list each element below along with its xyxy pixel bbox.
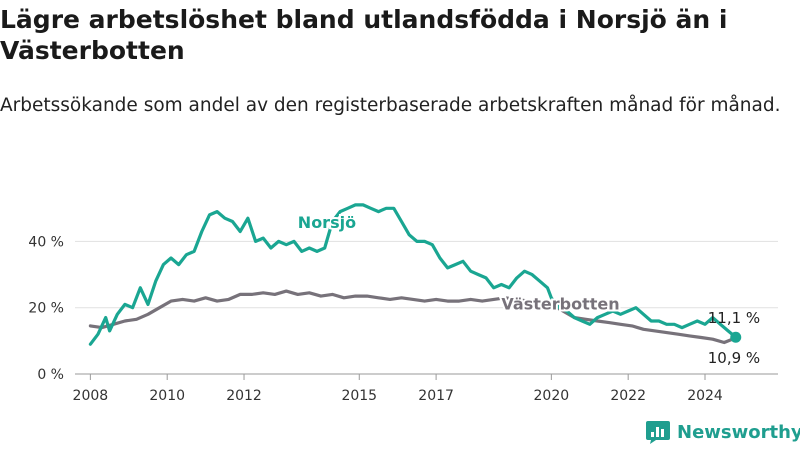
x-tick-label: 2024	[687, 388, 723, 404]
series-line-norsjo	[88, 203, 738, 346]
annotation-label: Västerbotten	[501, 294, 619, 313]
annotation-label: 11,1 %	[708, 309, 760, 327]
x-tick-label: 2012	[226, 388, 262, 404]
bar-chart-icon	[646, 421, 670, 444]
y-tick-label: 0 %	[37, 367, 64, 383]
y-axis-labels: 0 % 20 % 40 %	[28, 234, 64, 383]
x-tick-label: 2015	[341, 388, 377, 404]
annotation-label: Norsjö	[298, 213, 356, 232]
x-tick-label: 2010	[149, 388, 185, 404]
chart-title: Lägre arbetslöshet bland utlandsfödda i …	[0, 5, 728, 65]
series-lines	[88, 203, 742, 346]
y-tick-label: 40 %	[28, 234, 64, 250]
x-axis: 2008 2010 2012 2015 2017 2020 2022 2024	[73, 374, 723, 404]
x-tick-label: 2022	[610, 388, 646, 404]
x-tick-label: 2008	[73, 388, 109, 404]
brand-logo[interactable]: Newsworthy	[645, 419, 800, 445]
series-line-vasterbotten	[88, 289, 738, 345]
end-point-marker	[730, 331, 742, 343]
annotation-label: 10,9 %	[708, 349, 760, 367]
brand-name: Newsworthy	[677, 421, 800, 443]
x-tick-label: 2020	[534, 388, 570, 404]
y-tick-label: 20 %	[28, 301, 64, 317]
x-tick-label: 2017	[418, 388, 454, 404]
chart-subtitle: Arbetssökande som andel av den registerb…	[0, 95, 781, 116]
annotations: Norsjö Västerbotten 11,1 % 10,9 %	[296, 211, 760, 367]
